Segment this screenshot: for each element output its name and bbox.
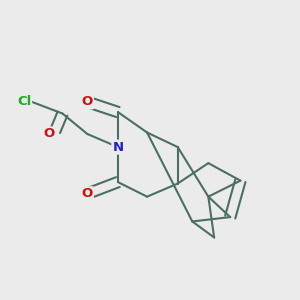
Text: O: O	[82, 187, 93, 200]
Text: N: N	[112, 141, 124, 154]
Text: O: O	[82, 95, 93, 108]
Text: Cl: Cl	[17, 95, 31, 108]
Text: O: O	[44, 128, 55, 140]
